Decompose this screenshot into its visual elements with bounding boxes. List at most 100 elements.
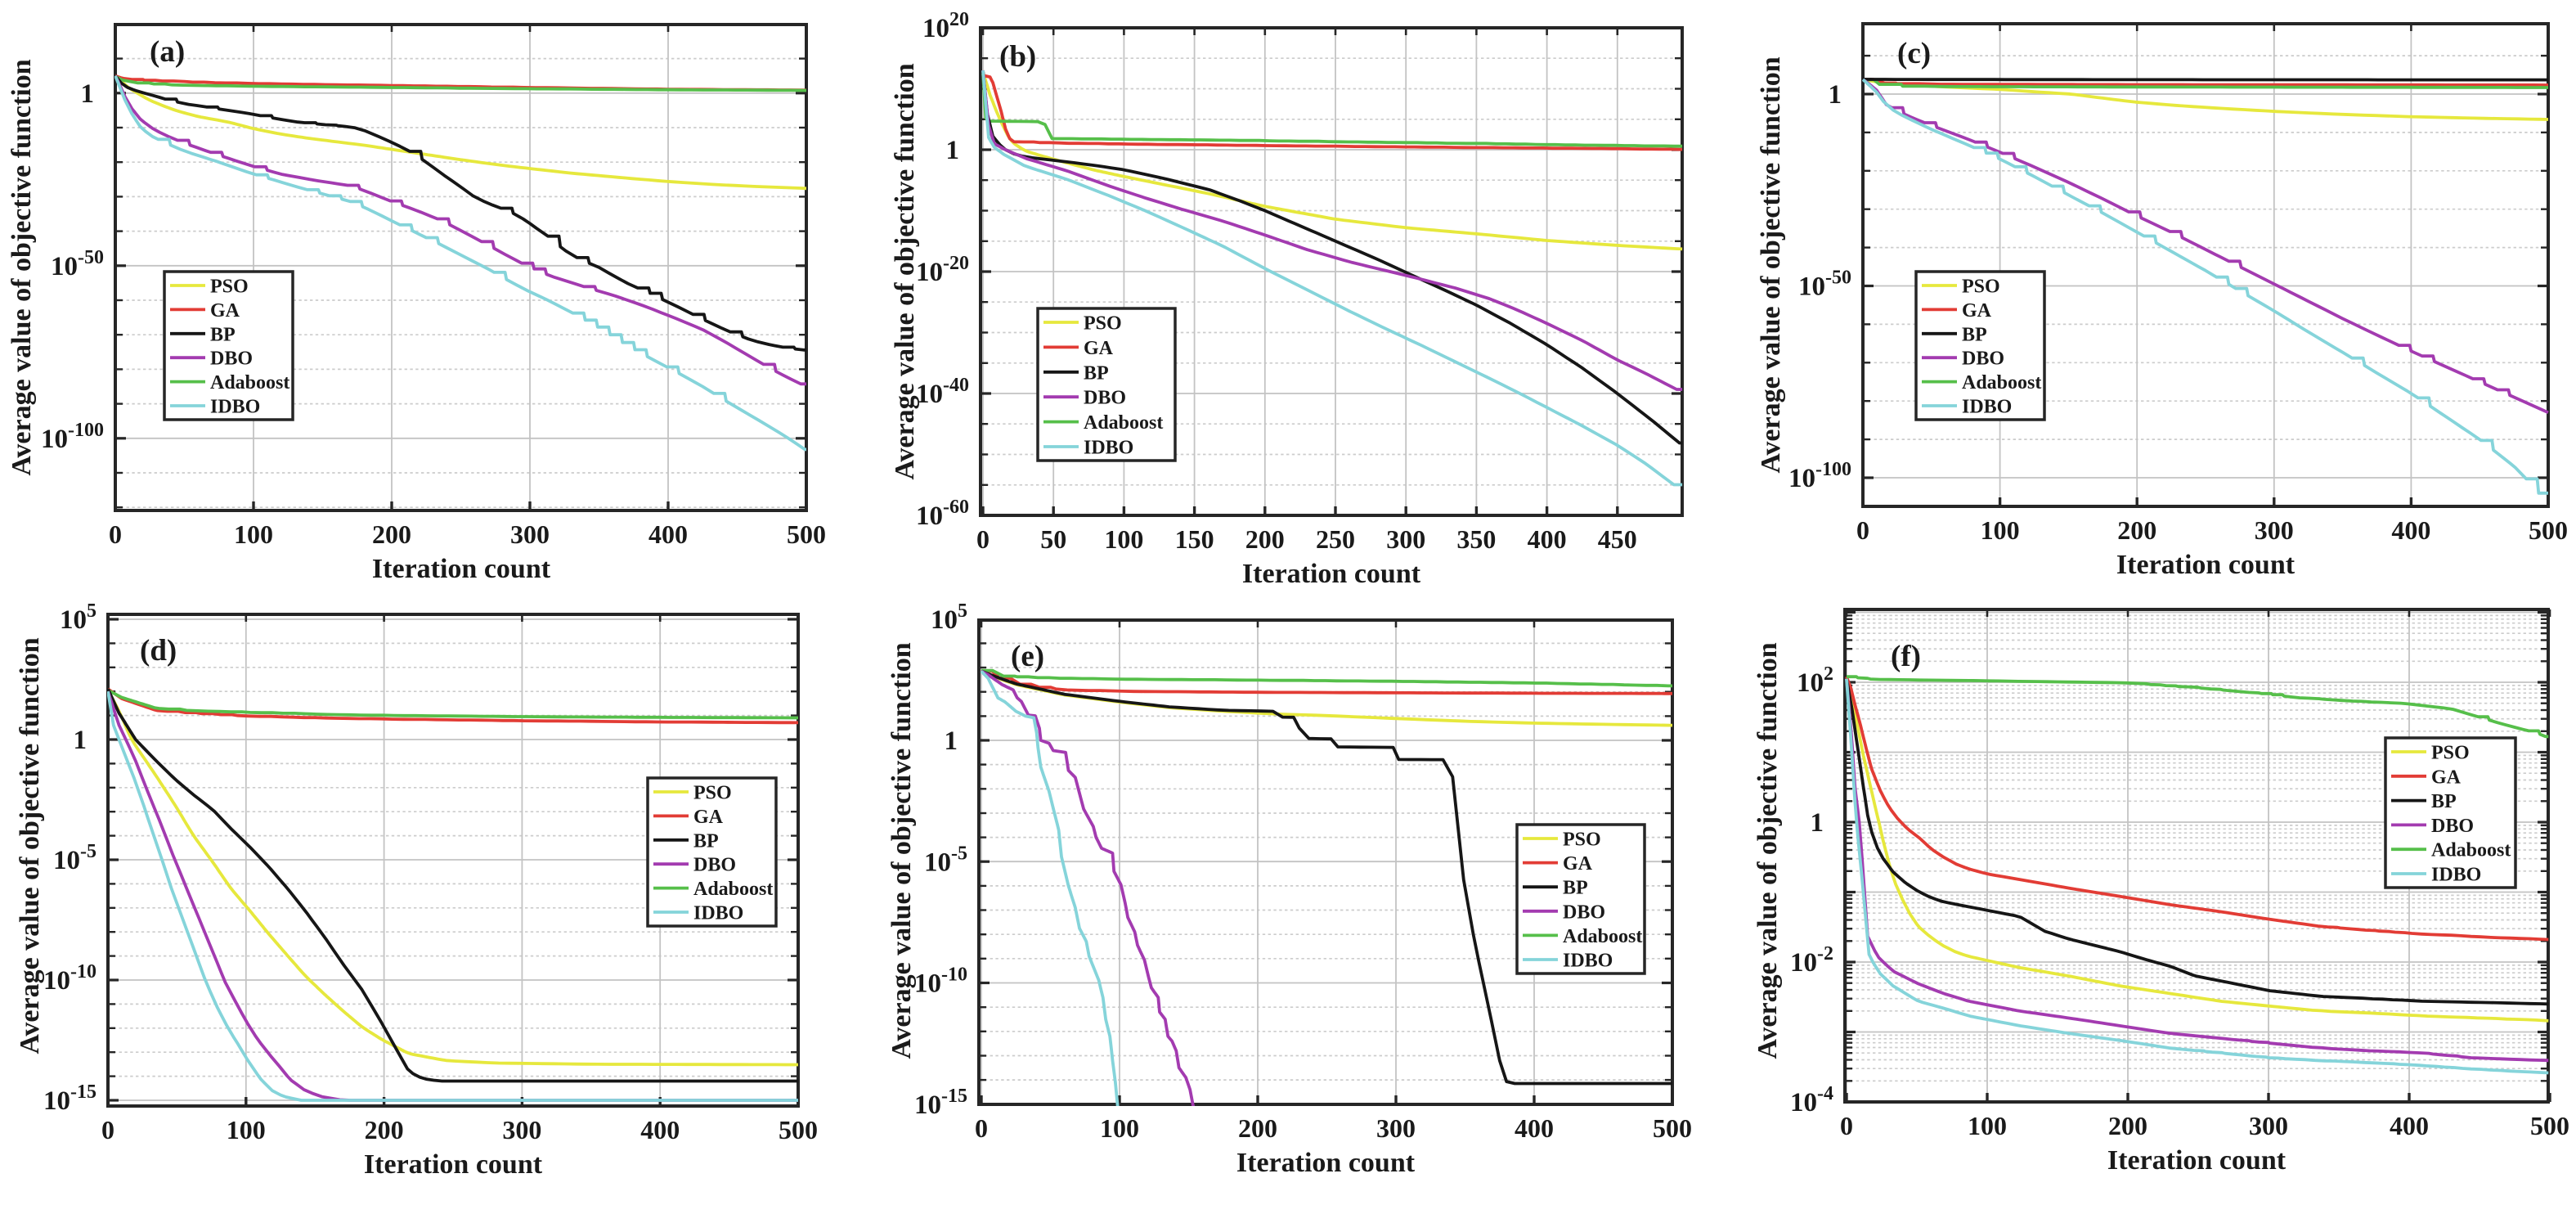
svg-text:200: 200 [372,519,411,549]
svg-text:Average value of objective fun: Average value of objective function [7,59,37,475]
svg-text:10-5: 10-5 [53,841,96,875]
svg-text:DBO: DBO [2431,816,2474,837]
svg-text:300: 300 [502,1115,541,1144]
svg-text:200: 200 [1238,1113,1277,1143]
svg-text:300: 300 [2249,1111,2288,1140]
svg-text:DBO: DBO [1563,902,1605,923]
svg-text:Adaboost: Adaboost [693,879,773,900]
svg-text:250: 250 [1316,524,1355,554]
svg-text:500: 500 [2530,1111,2569,1140]
svg-text:50: 50 [1040,524,1066,554]
svg-text:100: 100 [1981,515,2020,545]
svg-text:GA: GA [2431,767,2462,788]
svg-text:150: 150 [1175,524,1214,554]
svg-text:500: 500 [779,1115,818,1144]
svg-text:300: 300 [2255,515,2294,545]
svg-text:GA: GA [1084,338,1114,359]
svg-text:300: 300 [1386,524,1425,554]
svg-text:IDBO: IDBO [1563,951,1613,972]
svg-text:Adaboost: Adaboost [1962,372,2041,393]
svg-text:100: 100 [1968,1111,2007,1140]
svg-text:DBO: DBO [1962,348,2004,370]
svg-text:BP: BP [1962,324,1987,345]
svg-text:PSO: PSO [1084,313,1122,335]
svg-text:500: 500 [2529,515,2568,545]
svg-text:500: 500 [787,519,826,549]
svg-text:BP: BP [2431,791,2457,812]
svg-text:IDBO: IDBO [1962,397,2012,418]
svg-text:200: 200 [1245,524,1285,554]
svg-text:Average value of objective fun: Average value of objective function [886,642,917,1059]
svg-text:Average value of objective fun: Average value of objective function [890,63,920,479]
svg-text:(e): (e) [1011,640,1044,673]
svg-text:Iteration count: Iteration count [372,554,551,584]
svg-text:DBO: DBO [1084,388,1126,409]
svg-text:IDBO: IDBO [2431,865,2481,886]
svg-text:PSO: PSO [1563,830,1601,851]
svg-text:GA: GA [1962,300,1992,321]
svg-text:Iteration count: Iteration count [1236,1148,1416,1178]
svg-text:Average value of objective fun: Average value of objective function [1756,56,1786,473]
svg-text:1: 1 [1829,80,1842,110]
svg-text:400: 400 [2391,515,2430,545]
svg-text:Adaboost: Adaboost [2431,840,2511,861]
svg-text:Iteration count: Iteration count [2116,550,2296,580]
svg-text:300: 300 [1376,1113,1416,1143]
svg-text:GA: GA [210,300,240,321]
svg-text:200: 200 [2117,515,2156,545]
svg-text:DBO: DBO [693,855,736,876]
svg-text:1: 1 [74,726,88,755]
svg-text:PSO: PSO [2431,743,2470,764]
svg-text:(d): (d) [140,634,177,668]
svg-text:Iteration count: Iteration count [2107,1145,2287,1176]
svg-text:10-40: 10-40 [916,375,969,409]
svg-text:100: 100 [1104,524,1143,554]
svg-text:(a): (a) [150,35,185,69]
svg-text:Adaboost: Adaboost [1563,926,1642,947]
svg-text:400: 400 [648,519,688,549]
svg-text:0: 0 [1856,515,1869,545]
svg-text:(f): (f) [1891,640,1921,673]
svg-text:400: 400 [640,1115,680,1144]
svg-text:500: 500 [1653,1113,1692,1143]
svg-text:BP: BP [210,324,236,345]
svg-text:10-50: 10-50 [51,247,104,281]
svg-text:PSO: PSO [693,783,732,804]
svg-text:400: 400 [1515,1113,1554,1143]
svg-text:1: 1 [81,79,95,109]
svg-text:BP: BP [1084,362,1109,384]
svg-text:100: 100 [234,519,273,549]
svg-text:0: 0 [109,519,122,549]
svg-text:Adaboost: Adaboost [210,372,289,393]
svg-text:1: 1 [946,136,960,165]
svg-text:200: 200 [2108,1111,2147,1140]
svg-text:GA: GA [1563,853,1593,875]
svg-text:Adaboost: Adaboost [1084,412,1163,434]
svg-text:(c): (c) [1897,37,1931,70]
svg-text:350: 350 [1456,524,1496,554]
svg-text:Average value of objective fun: Average value of objective function [1752,642,1783,1059]
svg-text:IDBO: IDBO [210,397,260,418]
svg-text:Iteration count: Iteration count [1242,559,1421,589]
svg-text:(b): (b) [999,40,1036,74]
svg-text:0: 0 [976,524,990,554]
svg-text:IDBO: IDBO [693,903,743,924]
svg-text:450: 450 [1598,524,1637,554]
svg-text:0: 0 [975,1113,988,1143]
svg-text:1: 1 [945,726,958,756]
svg-text:100: 100 [227,1115,266,1144]
svg-text:105: 105 [931,600,967,635]
svg-text:400: 400 [1528,524,1567,554]
svg-text:0: 0 [1840,1111,1853,1140]
svg-text:100: 100 [1100,1113,1139,1143]
svg-text:400: 400 [2390,1111,2429,1140]
svg-text:Iteration count: Iteration count [364,1149,543,1180]
svg-text:IDBO: IDBO [1084,438,1133,459]
svg-text:BP: BP [693,830,719,852]
svg-text:BP: BP [1563,878,1588,899]
svg-text:0: 0 [101,1115,114,1144]
svg-text:300: 300 [510,519,550,549]
svg-text:DBO: DBO [210,348,253,370]
svg-text:GA: GA [693,807,724,828]
svg-text:10-15: 10-15 [43,1081,96,1116]
